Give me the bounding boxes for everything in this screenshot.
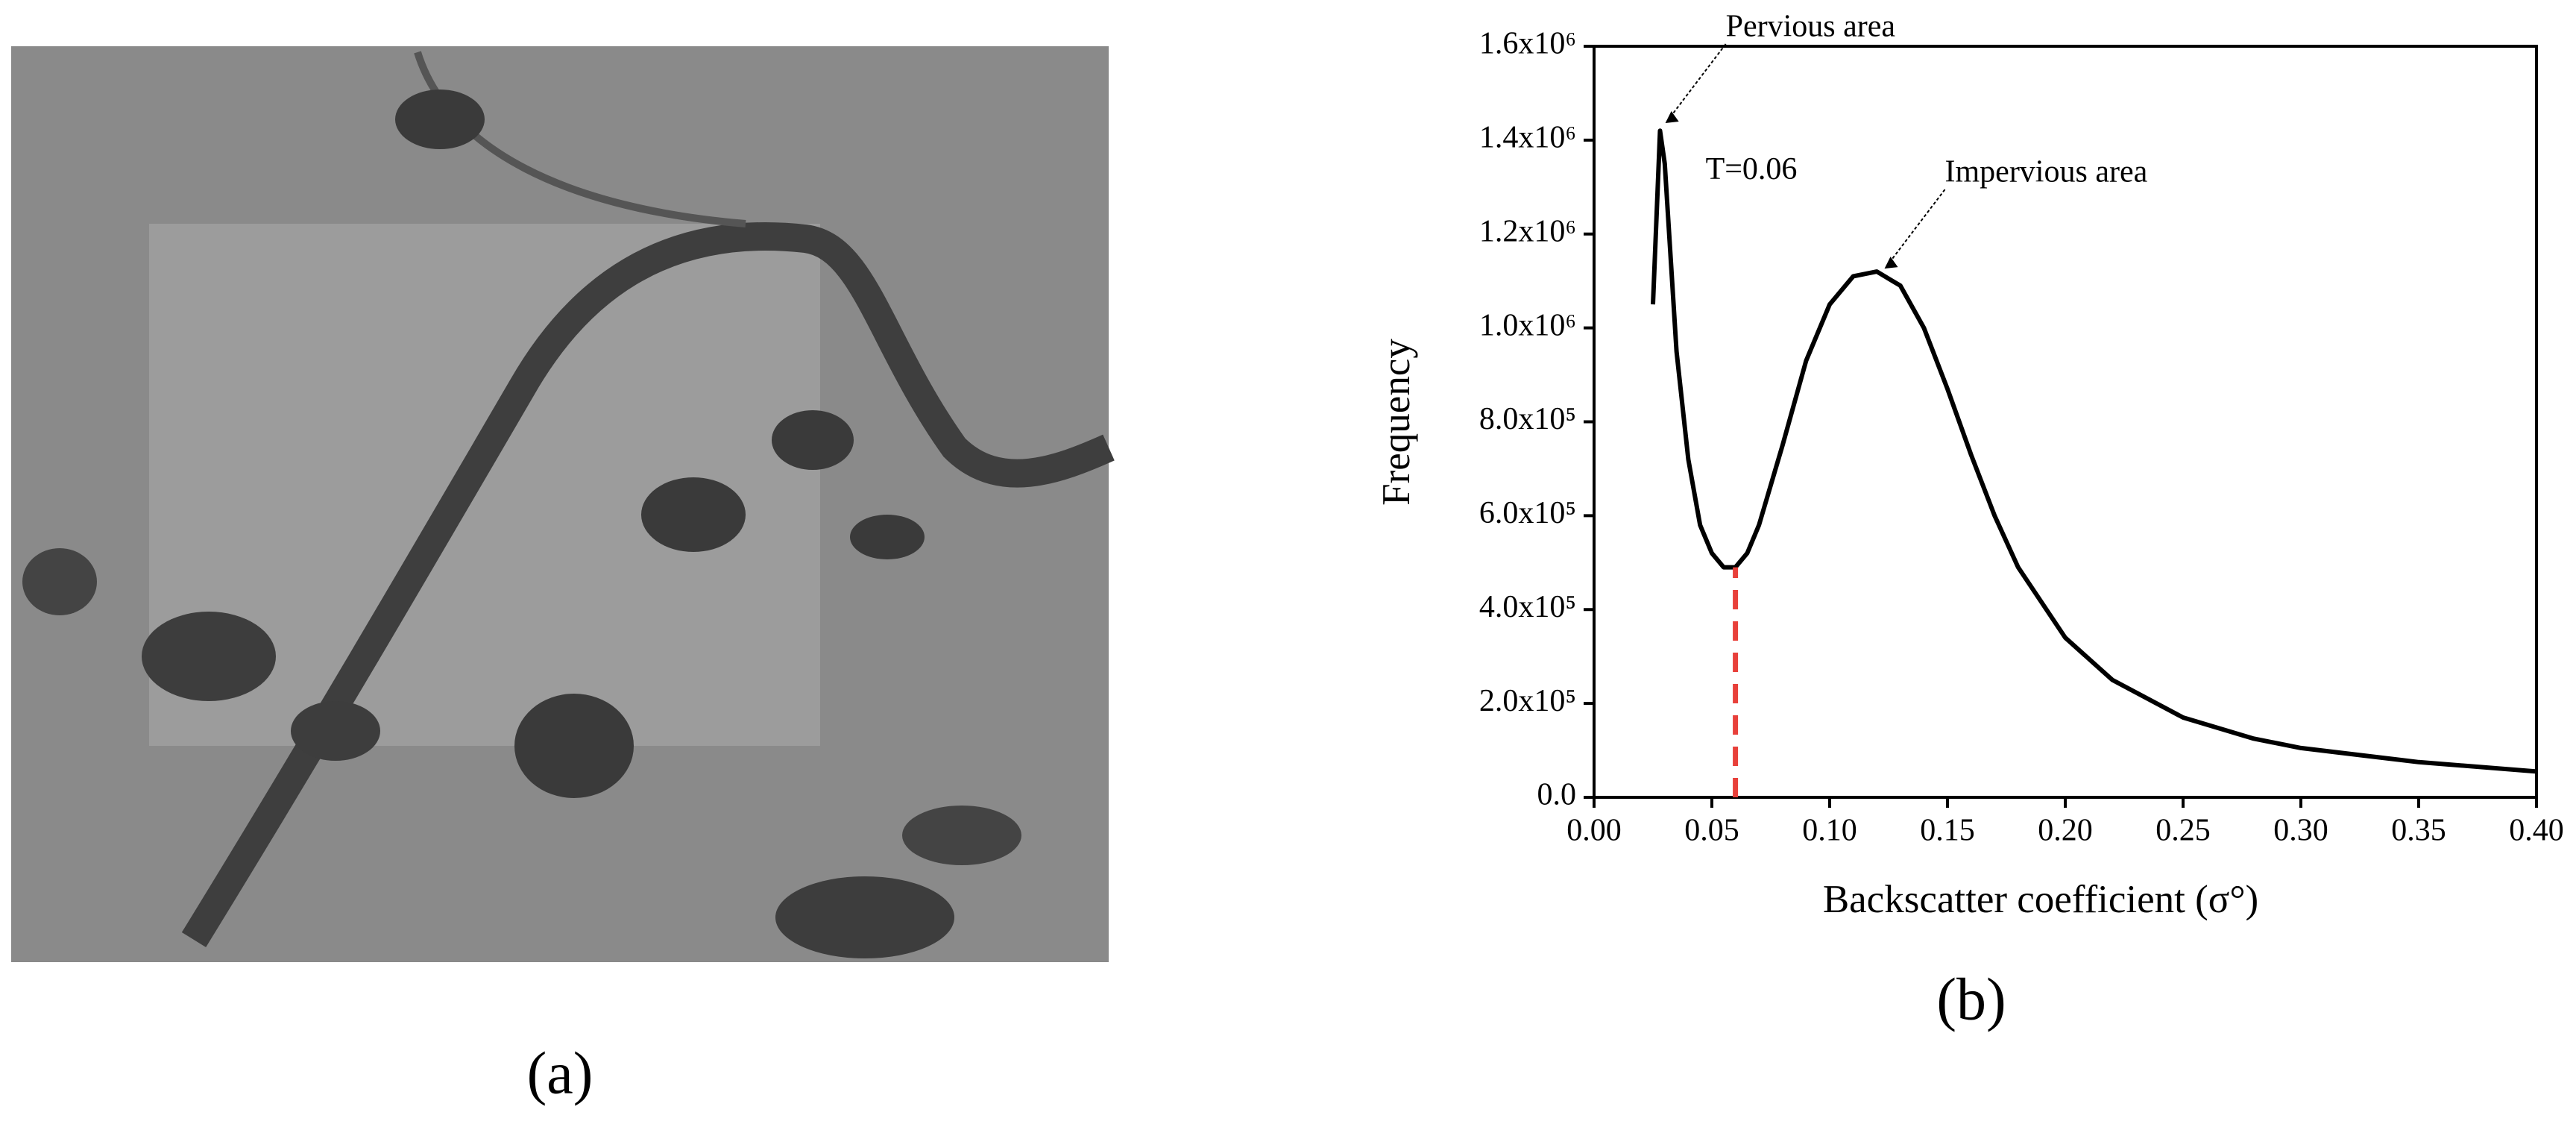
annotation: Pervious area: [1726, 10, 1896, 44]
y-tick-label: 2.0x10⁵: [1479, 684, 1576, 718]
y-tick-label: 1.2x10⁶: [1479, 214, 1576, 248]
x-tick-label: 0.00: [1566, 814, 1622, 848]
x-tick-label: 0.10: [1802, 814, 1857, 848]
x-tick-label: 0.05: [1684, 814, 1739, 848]
y-tick-label: 1.6x10⁶: [1479, 27, 1576, 61]
x-tick-label: 0.25: [2155, 814, 2211, 848]
annotation-arrow: [1666, 43, 1727, 122]
x-axis-label: Backscatter coefficient (σ°): [1823, 878, 2258, 921]
x-tick-label: 0.20: [2038, 814, 2093, 848]
line: [1651, 128, 2537, 774]
x-tick-label: 0.35: [2391, 814, 2446, 848]
panel-label: (b): [1936, 967, 2006, 1032]
sar-image: [11, 46, 1115, 962]
y-tick-label: 6.0x10⁵: [1479, 496, 1576, 530]
threshold-label: T=0.06: [1706, 152, 1798, 186]
y-tick-label: 1.0x10⁶: [1479, 308, 1576, 342]
x-tick-label: 0.15: [1920, 814, 1975, 848]
panel-label: (a): [527, 1040, 593, 1106]
y-tick-label: 4.0x10⁵: [1479, 590, 1576, 624]
annotation: Impervious area: [1945, 155, 2148, 189]
arrow-head: [1665, 110, 1679, 123]
x-tick-label: 0.30: [2273, 814, 2328, 848]
y-axis-label: Frequency: [1375, 339, 1418, 506]
annotation-arrow: [1885, 189, 1946, 268]
y-tick-label: 0.0: [1537, 778, 1577, 812]
y-tick-label: 8.0x10⁵: [1479, 402, 1576, 436]
x-tick-label: 0.40: [2509, 814, 2564, 848]
arrow-head: [1884, 257, 1898, 269]
y-tick-label: 1.4x10⁶: [1479, 121, 1576, 155]
